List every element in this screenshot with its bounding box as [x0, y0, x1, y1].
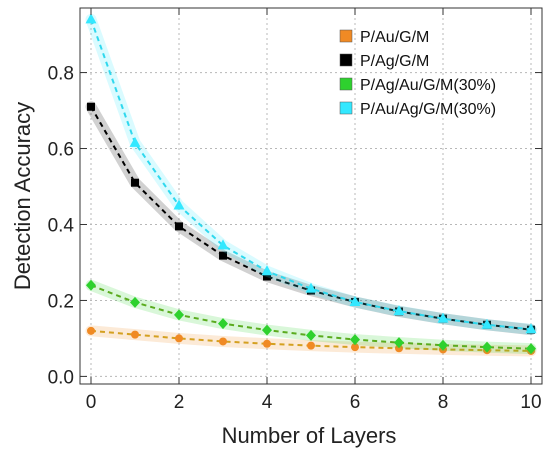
legend-swatch	[339, 77, 353, 91]
y-tick-label: 0.8	[48, 64, 74, 85]
legend-entry: P/Au/G/M	[339, 29, 429, 46]
series-0	[85, 325, 537, 357]
x-axis-label: Number of Layers	[222, 423, 397, 448]
data-point	[437, 312, 449, 323]
data-point	[438, 339, 448, 351]
data-point	[262, 324, 272, 336]
data-point	[351, 343, 359, 352]
data-point	[173, 199, 185, 210]
ticks: 0 2 4 6 8 10 0.0 0.2 0.4 0.6 0.8	[48, 8, 542, 413]
y-tick-label: 0.2	[48, 291, 74, 312]
series-group	[85, 13, 537, 357]
grid	[80, 8, 542, 384]
data-point	[217, 239, 229, 250]
series-2	[85, 279, 537, 355]
data-point	[263, 272, 271, 281]
data-point	[395, 344, 403, 353]
legend-entry: P/Au/Ag/G/M(30%)	[339, 101, 496, 118]
x-tick-label: 8	[438, 392, 449, 413]
x-tick-label: 4	[262, 392, 273, 413]
data-point	[526, 343, 536, 355]
data-point	[481, 318, 493, 329]
data-point	[219, 337, 227, 346]
legend-swatch	[339, 53, 353, 67]
data-point	[393, 305, 405, 316]
legend-label: P/Ag/Au/G/M(30%)	[360, 77, 496, 94]
data-point	[85, 13, 97, 24]
data-point	[175, 222, 183, 231]
y-tick-label: 0.6	[48, 140, 74, 161]
data-point	[349, 295, 361, 306]
legend-label: P/Ag/G/M	[360, 53, 429, 70]
data-point	[131, 178, 139, 187]
data-point	[525, 323, 537, 334]
y-tick-label: 0.0	[48, 367, 74, 388]
data-point	[350, 334, 360, 346]
data-point	[131, 330, 139, 339]
y-tick-label: 0.4	[48, 215, 75, 236]
y-axis-label: Detection Accuracy	[10, 102, 35, 290]
x-tick-label: 10	[520, 392, 541, 413]
series-3	[85, 13, 537, 335]
legend: P/Au/G/M P/Ag/G/M P/Ag/Au/G/M(30%) P/Au/Ag/…	[339, 29, 496, 118]
data-point	[175, 334, 183, 343]
data-point	[394, 337, 404, 349]
data-point	[174, 309, 184, 321]
legend-swatch	[339, 101, 353, 115]
data-point	[87, 102, 95, 111]
data-point	[219, 251, 227, 260]
x-tick-label: 6	[350, 392, 361, 413]
x-tick-label: 2	[174, 392, 185, 413]
data-point	[218, 318, 228, 330]
series-line	[90, 19, 532, 331]
legend-swatch	[339, 29, 353, 43]
data-point	[86, 279, 96, 291]
legend-label: P/Au/Ag/G/M(30%)	[360, 101, 496, 118]
x-tick-label: 0	[86, 392, 97, 413]
data-point	[305, 282, 317, 293]
data-point	[130, 296, 140, 308]
data-point	[261, 265, 273, 276]
data-point	[306, 329, 316, 341]
data-point	[263, 339, 271, 348]
legend-label: P/Au/G/M	[360, 29, 429, 46]
plot-frame	[79, 7, 543, 385]
data-point	[129, 136, 141, 147]
data-point	[307, 341, 315, 350]
legend-entry: P/Ag/Au/G/M(30%)	[339, 77, 496, 94]
data-point	[482, 341, 492, 353]
data-point	[87, 326, 95, 335]
legend-entry: P/Ag/G/M	[339, 53, 429, 70]
